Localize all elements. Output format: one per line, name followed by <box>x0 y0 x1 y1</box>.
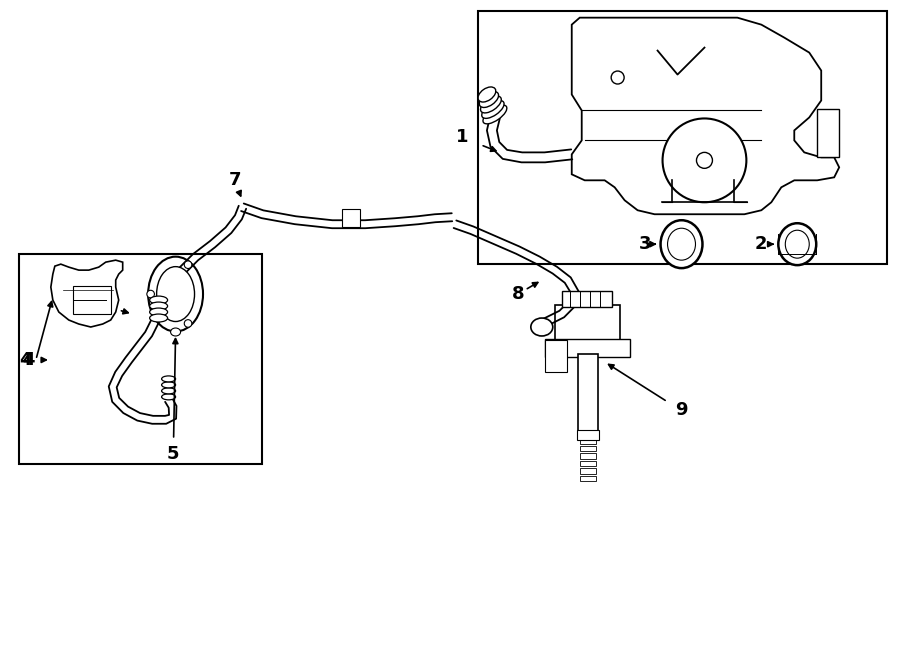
Text: 1: 1 <box>455 128 468 146</box>
Bar <box>580 468 596 474</box>
Text: 2: 2 <box>755 235 768 253</box>
Ellipse shape <box>162 394 176 400</box>
Text: 6: 6 <box>100 298 112 316</box>
Ellipse shape <box>162 376 176 382</box>
Ellipse shape <box>786 230 809 258</box>
Text: 9: 9 <box>675 401 688 419</box>
Bar <box>577 430 598 440</box>
Ellipse shape <box>483 105 507 124</box>
Text: 4: 4 <box>20 351 32 369</box>
Ellipse shape <box>148 257 203 332</box>
Text: 4: 4 <box>22 351 35 369</box>
Bar <box>580 453 596 459</box>
Bar <box>73 286 111 314</box>
Bar <box>342 209 360 227</box>
Bar <box>580 461 596 466</box>
Bar <box>478 11 887 264</box>
Circle shape <box>611 71 624 84</box>
Ellipse shape <box>661 220 703 268</box>
Ellipse shape <box>157 267 194 322</box>
Circle shape <box>662 118 746 203</box>
Bar <box>19 254 263 463</box>
Polygon shape <box>50 260 122 327</box>
Circle shape <box>697 152 713 168</box>
Bar <box>578 354 598 434</box>
Ellipse shape <box>171 328 181 336</box>
Bar <box>580 438 596 444</box>
Ellipse shape <box>480 91 499 107</box>
Ellipse shape <box>531 318 553 336</box>
Bar <box>580 446 596 451</box>
Bar <box>562 291 612 307</box>
Bar <box>544 339 630 357</box>
Bar <box>544 340 567 372</box>
Ellipse shape <box>149 296 167 304</box>
Circle shape <box>184 261 192 269</box>
Bar <box>580 476 596 481</box>
Ellipse shape <box>482 101 504 118</box>
Ellipse shape <box>162 388 176 394</box>
Text: 5: 5 <box>166 445 179 463</box>
Ellipse shape <box>149 308 167 316</box>
Circle shape <box>184 320 192 327</box>
Bar <box>817 109 839 158</box>
Ellipse shape <box>149 314 167 322</box>
Text: 3: 3 <box>638 235 651 253</box>
Circle shape <box>147 290 155 298</box>
Ellipse shape <box>478 87 496 102</box>
Text: 7: 7 <box>230 171 242 189</box>
Text: 8: 8 <box>511 285 524 303</box>
Bar <box>554 305 619 340</box>
Polygon shape <box>572 18 839 214</box>
Ellipse shape <box>668 228 696 260</box>
Ellipse shape <box>162 382 176 388</box>
Ellipse shape <box>481 96 501 113</box>
Ellipse shape <box>149 302 167 310</box>
Ellipse shape <box>778 223 816 265</box>
